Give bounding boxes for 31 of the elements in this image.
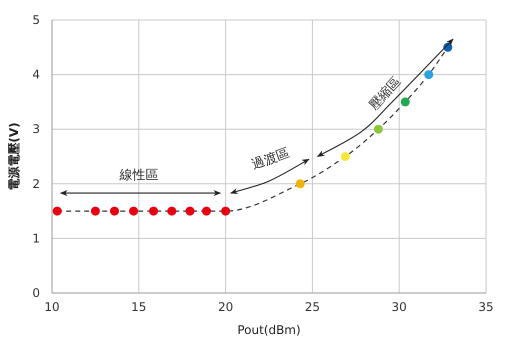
point: [110, 206, 119, 216]
annotation: 過渡區: [250, 146, 292, 174]
annotation: 壓縮區: [366, 74, 404, 114]
x-axis-title: Pout(dBm): [237, 323, 301, 337]
y-tick-label: 2: [32, 176, 40, 191]
point: [374, 124, 383, 134]
point: [296, 179, 305, 188]
x-tick-label: 30: [392, 300, 407, 314]
x-tick-label: 15: [131, 300, 146, 314]
point: [221, 206, 230, 216]
y-tick-label: 0: [32, 286, 40, 300]
y-axis-title: 電源電壓(V): [7, 122, 21, 191]
y-tick-label: 4: [32, 68, 40, 82]
x-tick-label: 10: [44, 300, 60, 314]
point: [340, 152, 350, 161]
x-tick-label: 20: [218, 300, 234, 314]
point: [202, 206, 212, 216]
x-tick-label: 35: [478, 300, 494, 314]
point: [52, 206, 62, 216]
y-tick-label: 5: [32, 13, 40, 27]
point: [424, 70, 434, 80]
point: [400, 97, 410, 106]
y-tick-label: 1: [32, 231, 40, 246]
point: [149, 206, 158, 216]
point: [167, 206, 176, 216]
x-tick-label: 25: [304, 300, 320, 314]
point: [129, 206, 138, 216]
point: [90, 206, 100, 216]
y-tick-label: 3: [32, 122, 40, 136]
point: [186, 206, 195, 216]
annotation: 線性區: [118, 168, 158, 184]
